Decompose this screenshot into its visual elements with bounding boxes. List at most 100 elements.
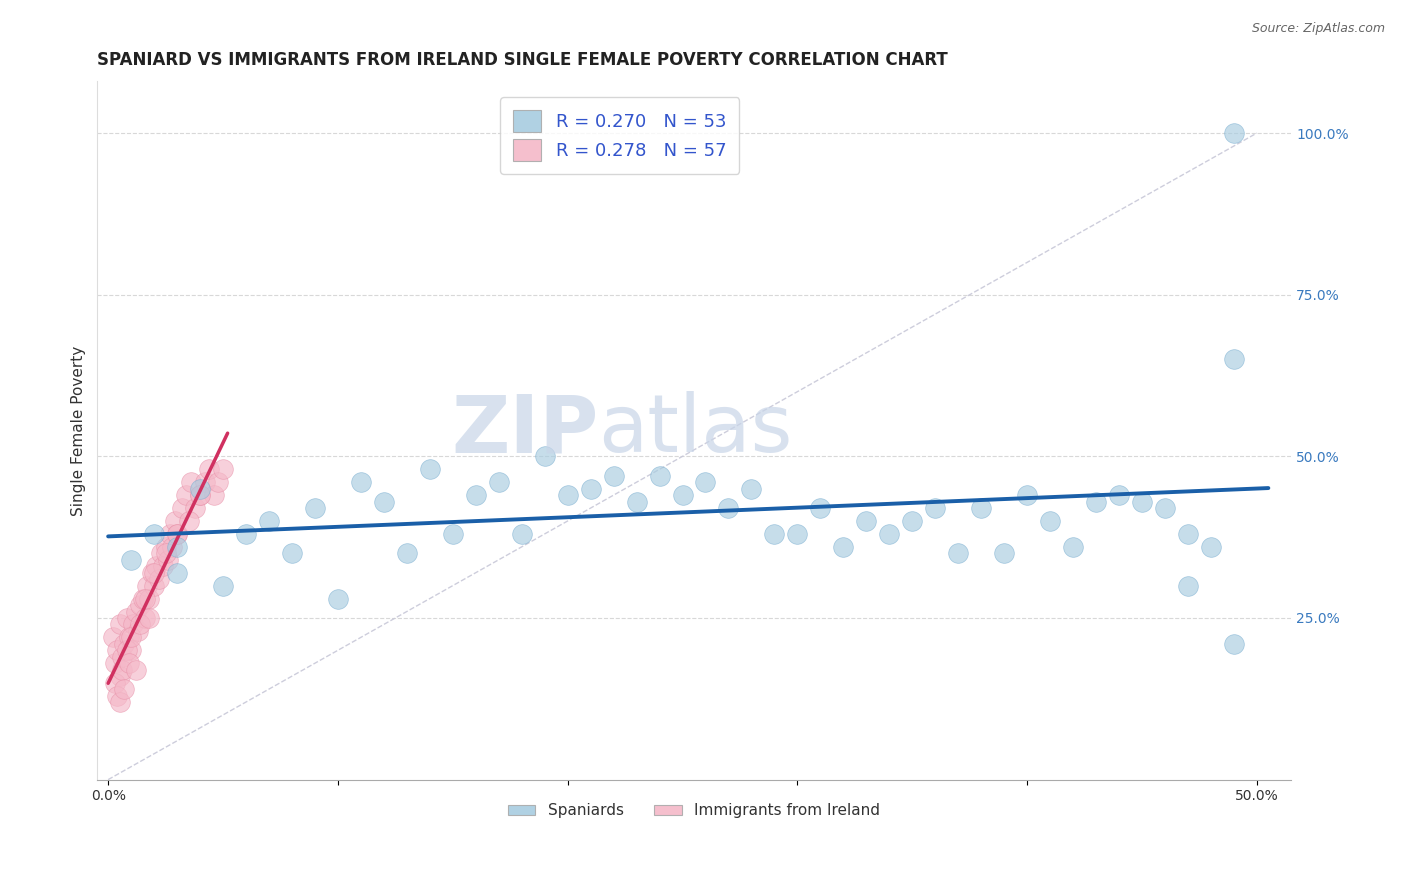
- Point: [198, 462, 221, 476]
- Point: [101, 631, 124, 645]
- Point: [1130, 494, 1153, 508]
- Point: [159, 527, 181, 541]
- Text: atlas: atlas: [599, 392, 793, 469]
- Point: [1177, 527, 1199, 541]
- Point: [207, 475, 229, 490]
- Point: [1062, 540, 1084, 554]
- Point: [112, 637, 135, 651]
- Point: [129, 617, 152, 632]
- Point: [970, 501, 993, 516]
- Point: [108, 669, 131, 683]
- Point: [1017, 488, 1039, 502]
- Point: [1177, 579, 1199, 593]
- Text: ZIP: ZIP: [451, 392, 599, 469]
- Text: Source: ZipAtlas.com: Source: ZipAtlas.com: [1251, 22, 1385, 36]
- Point: [141, 566, 163, 580]
- Point: [174, 488, 197, 502]
- Point: [111, 663, 134, 677]
- Point: [105, 643, 128, 657]
- Point: [901, 514, 924, 528]
- Point: [740, 482, 762, 496]
- Point: [108, 695, 131, 709]
- Point: [155, 546, 177, 560]
- Point: [993, 546, 1015, 560]
- Point: [488, 475, 510, 490]
- Point: [122, 617, 145, 632]
- Point: [120, 553, 142, 567]
- Point: [143, 579, 166, 593]
- Point: [533, 450, 555, 464]
- Point: [441, 527, 464, 541]
- Point: [579, 482, 602, 496]
- Point: [1085, 494, 1108, 508]
- Point: [166, 527, 188, 541]
- Point: [648, 468, 671, 483]
- Point: [104, 657, 127, 671]
- Point: [143, 566, 166, 580]
- Point: [1039, 514, 1062, 528]
- Point: [1223, 126, 1246, 140]
- Point: [304, 501, 326, 516]
- Point: [131, 591, 153, 606]
- Point: [105, 689, 128, 703]
- Point: [125, 663, 148, 677]
- Point: [148, 572, 170, 586]
- Point: [235, 527, 257, 541]
- Point: [626, 494, 648, 508]
- Point: [419, 462, 441, 476]
- Point: [1223, 637, 1246, 651]
- Point: [557, 488, 579, 502]
- Point: [134, 611, 156, 625]
- Point: [1154, 501, 1177, 516]
- Point: [166, 540, 188, 554]
- Point: [877, 527, 900, 541]
- Point: [170, 501, 193, 516]
- Point: [602, 468, 624, 483]
- Point: [695, 475, 717, 490]
- Point: [924, 501, 946, 516]
- Point: [136, 579, 159, 593]
- Point: [395, 546, 418, 560]
- Point: [188, 488, 211, 502]
- Point: [350, 475, 373, 490]
- Point: [162, 540, 184, 554]
- Point: [166, 566, 188, 580]
- Point: [373, 494, 395, 508]
- Point: [194, 475, 217, 490]
- Point: [671, 488, 693, 502]
- Point: [138, 611, 160, 625]
- Point: [1223, 352, 1246, 367]
- Point: [125, 605, 148, 619]
- Point: [188, 482, 211, 496]
- Point: [786, 527, 808, 541]
- Point: [763, 527, 786, 541]
- Point: [112, 682, 135, 697]
- Point: [855, 514, 877, 528]
- Legend: Spaniards, Immigrants from Ireland: Spaniards, Immigrants from Ireland: [502, 797, 886, 824]
- Point: [108, 617, 131, 632]
- Point: [188, 488, 211, 502]
- Point: [111, 649, 134, 664]
- Point: [145, 559, 167, 574]
- Point: [717, 501, 740, 516]
- Point: [948, 546, 970, 560]
- Point: [184, 501, 207, 516]
- Point: [257, 514, 280, 528]
- Text: SPANIARD VS IMMIGRANTS FROM IRELAND SINGLE FEMALE POVERTY CORRELATION CHART: SPANIARD VS IMMIGRANTS FROM IRELAND SING…: [97, 51, 948, 69]
- Point: [152, 559, 174, 574]
- Point: [120, 643, 142, 657]
- Point: [1108, 488, 1130, 502]
- Point: [808, 501, 831, 516]
- Point: [115, 611, 138, 625]
- Point: [155, 540, 177, 554]
- Point: [510, 527, 533, 541]
- Point: [1199, 540, 1222, 554]
- Point: [202, 488, 225, 502]
- Point: [104, 675, 127, 690]
- Point: [163, 514, 186, 528]
- Point: [115, 643, 138, 657]
- Point: [166, 527, 188, 541]
- Point: [129, 598, 152, 612]
- Point: [134, 591, 156, 606]
- Point: [127, 624, 149, 638]
